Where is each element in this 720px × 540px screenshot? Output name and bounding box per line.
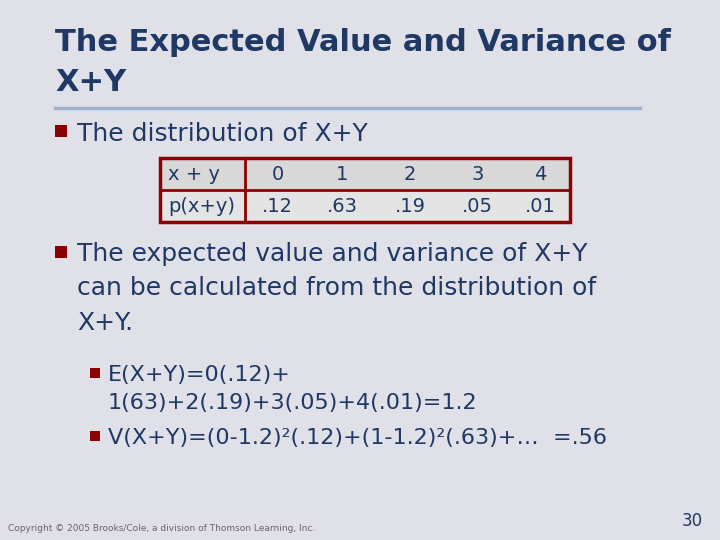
Text: 4: 4: [534, 165, 546, 184]
Text: Copyright © 2005 Brooks/Cole, a division of Thomson Learning, Inc.: Copyright © 2005 Brooks/Cole, a division…: [8, 524, 315, 533]
Text: 30: 30: [682, 512, 703, 530]
Bar: [160, 158, 570, 190]
Text: .05: .05: [462, 197, 493, 215]
Text: 1: 1: [336, 165, 348, 184]
Text: .01: .01: [525, 197, 555, 215]
Text: .12: .12: [262, 197, 293, 215]
Text: The expected value and variance of X+Y
can be calculated from the distribution o: The expected value and variance of X+Y c…: [77, 242, 596, 335]
Text: X+Y: X+Y: [55, 68, 126, 97]
Bar: [55, 246, 67, 258]
Bar: [160, 190, 570, 222]
Text: The Expected Value and Variance of: The Expected Value and Variance of: [55, 28, 671, 57]
Text: E(X+Y)=0(.12)+
1(63)+2(.19)+3(.05)+4(.01)=1.2: E(X+Y)=0(.12)+ 1(63)+2(.19)+3(.05)+4(.01…: [108, 365, 477, 413]
Text: 0: 0: [271, 165, 284, 184]
Bar: [55, 125, 67, 137]
Text: 3: 3: [472, 165, 484, 184]
Text: .19: .19: [395, 197, 426, 215]
Text: 2: 2: [404, 165, 416, 184]
Text: .63: .63: [327, 197, 358, 215]
Bar: [90, 431, 100, 441]
Text: The distribution of X+Y: The distribution of X+Y: [77, 122, 368, 146]
Text: V(X+Y)=(0-1.2)²(.12)+(1-1.2)²(.63)+…  =.56: V(X+Y)=(0-1.2)²(.12)+(1-1.2)²(.63)+… =.5…: [108, 428, 607, 448]
Text: x + y: x + y: [168, 165, 220, 184]
Bar: [90, 368, 100, 378]
Bar: [160, 158, 570, 222]
Text: p(x+y): p(x+y): [168, 197, 235, 215]
